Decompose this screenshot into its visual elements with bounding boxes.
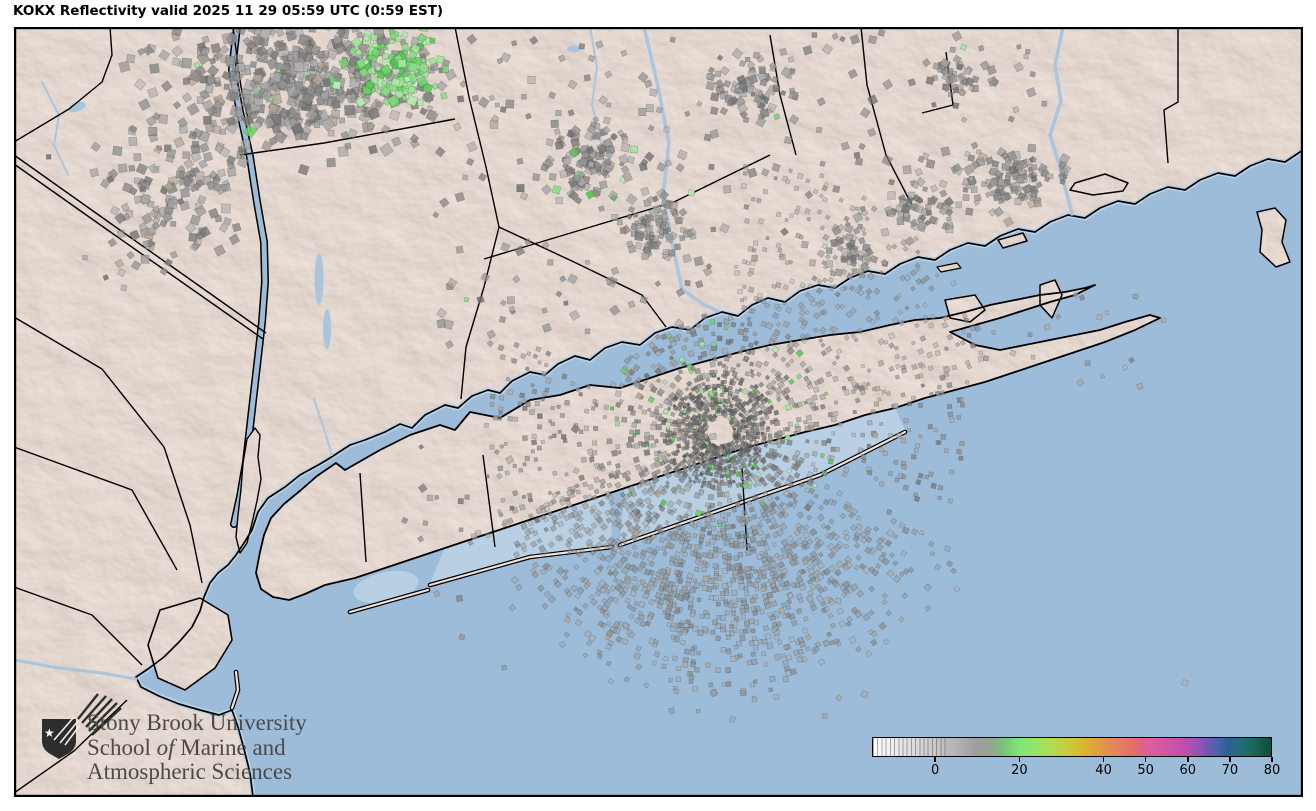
lakes [68, 45, 581, 349]
colorbar-tick-mark [1102, 757, 1105, 762]
logo-text: Stony Brook University School of Marine … [87, 710, 307, 785]
colorbar-tick-label: 20 [1011, 763, 1028, 778]
radar-map-canvas [14, 27, 1303, 797]
logo-line-1: Stony Brook University [87, 710, 307, 735]
colorbar-tick-mark [1144, 757, 1147, 762]
logo-line-3: Atmospheric Sciences [87, 759, 293, 784]
barrier-islands [229, 429, 908, 711]
map-frame [14, 27, 1303, 797]
colorbar-tick-mark [1018, 757, 1021, 762]
colorbar-tick-mark [1229, 757, 1231, 762]
rivers [14, 27, 1074, 681]
boundary-lines [14, 27, 1179, 794]
colorbar-gradient [872, 737, 1272, 757]
radar-map: 0 20 40 50 60 70 80 ★ [14, 27, 1303, 797]
star-icon: ★ [44, 726, 55, 740]
colorbar-tick-mark [1187, 757, 1189, 762]
colorbar-discrete-stripes [873, 738, 947, 756]
reflectivity-colorbar: 0 20 40 50 60 70 80 [872, 737, 1280, 785]
logo-line-2: School of Marine and [87, 734, 286, 760]
colorbar-tick-label: 70 [1221, 763, 1239, 778]
colorbar-tick-label: 60 [1179, 763, 1197, 778]
stony-brook-logo: ★ Stony Brook University School of Marin… [28, 675, 358, 795]
page-title: KOKX Reflectivity valid 2025 11 29 05:59… [13, 3, 444, 19]
colorbar-tick-label: 50 [1137, 763, 1154, 778]
colorbar-tick-label: 40 [1095, 763, 1112, 778]
colorbar-tick-label: 80 [1263, 763, 1281, 778]
shield-icon: ★ [42, 693, 122, 759]
reflectivity-speckles [45, 27, 1190, 723]
colorbar-tick-mark [934, 757, 936, 762]
colorbar-tick-label: 0 [931, 763, 940, 778]
colorbar-tick-mark [1271, 757, 1273, 762]
